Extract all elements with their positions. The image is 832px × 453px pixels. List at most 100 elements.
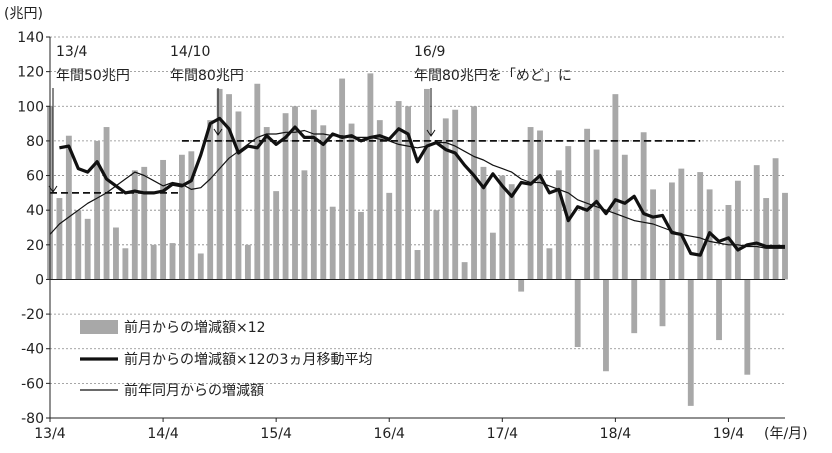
bar <box>141 166 148 280</box>
bar <box>282 113 289 280</box>
annotation-arrow-head <box>426 129 436 137</box>
bar <box>574 279 581 347</box>
bar <box>753 165 760 280</box>
bar <box>386 192 393 280</box>
y-tick-label: 40 <box>26 203 44 219</box>
legend-label: 前月からの増減額×12 <box>124 319 266 336</box>
annotation-arrow-head <box>213 128 223 136</box>
bar <box>131 170 138 280</box>
x-tick-label: 14/4 <box>147 426 179 442</box>
bar <box>734 180 741 280</box>
legend-label: 前年同月からの増減額 <box>124 382 264 399</box>
bar <box>292 106 298 280</box>
bar <box>273 191 280 280</box>
bar <box>489 232 496 280</box>
bar <box>527 127 534 280</box>
bar <box>339 78 346 280</box>
bar <box>499 175 506 280</box>
bar <box>150 244 157 280</box>
bar <box>395 101 402 280</box>
bar <box>263 127 270 280</box>
bar <box>320 125 327 280</box>
y-tick-label: 60 <box>26 169 44 185</box>
bar <box>725 204 732 280</box>
annotation-label: 年間80兆円を「めど」に <box>414 68 572 84</box>
bar <box>716 279 722 341</box>
bar <box>565 146 572 280</box>
bar <box>584 128 591 280</box>
bar <box>216 88 223 280</box>
bar <box>405 106 411 280</box>
y-tick-label: 100 <box>17 99 44 115</box>
bar <box>329 206 336 280</box>
y-tick-label: 140 <box>17 30 44 46</box>
bar <box>537 130 543 280</box>
bar <box>424 88 430 280</box>
bar <box>376 120 383 280</box>
bar <box>593 149 600 280</box>
series-line-3m-average <box>59 116 785 257</box>
bar <box>518 279 525 292</box>
y-tick-label: 0 <box>35 272 44 288</box>
x-tick-label: 13/4 <box>34 426 66 442</box>
annotations: 13/4 年間50兆円 14/10 年間80兆円 16/9 年間80兆円を「めど」に <box>48 44 572 193</box>
bar <box>244 244 251 280</box>
bar <box>310 109 317 280</box>
bar <box>782 192 788 280</box>
bar <box>508 184 515 280</box>
annotation-date: 14/10 <box>170 44 210 60</box>
bar-series <box>47 73 788 406</box>
y-tick-label: -40 <box>21 342 44 358</box>
annotation-label: 年間80兆円 <box>170 68 244 84</box>
y-tick-label: 120 <box>17 65 44 81</box>
y-axis-unit: (兆円) <box>4 6 43 22</box>
target-lines <box>50 140 701 194</box>
annotation-date: 16/9 <box>414 44 445 60</box>
bar <box>471 106 477 280</box>
bar <box>122 248 129 280</box>
bar <box>744 279 751 375</box>
annotation-arrow-head <box>48 185 58 193</box>
y-tick-label: -80 <box>21 411 44 427</box>
bar <box>207 120 214 280</box>
bar <box>301 170 308 280</box>
series-line-yoy <box>49 129 785 249</box>
x-tick-label: 17/4 <box>487 426 519 442</box>
bar <box>84 218 91 280</box>
bar <box>763 198 770 280</box>
bar <box>226 94 232 280</box>
bar <box>169 243 176 280</box>
line-series <box>49 116 785 257</box>
bar <box>433 210 440 280</box>
bar <box>254 83 261 280</box>
bar <box>414 250 421 280</box>
bar <box>94 140 101 280</box>
bar <box>367 73 374 280</box>
bar <box>442 118 449 280</box>
bar <box>650 189 656 280</box>
y-tick-label: 80 <box>26 134 44 150</box>
bar <box>480 166 487 280</box>
bar <box>678 168 685 280</box>
bar <box>631 279 638 334</box>
bar <box>65 135 72 280</box>
annotation-label: 年間50兆円 <box>56 68 130 84</box>
bar <box>612 94 619 280</box>
y-tick-label: 20 <box>26 238 44 254</box>
bar <box>546 248 553 280</box>
bar <box>640 132 647 280</box>
bar <box>103 127 110 280</box>
bar <box>197 253 204 280</box>
bar <box>235 111 242 280</box>
bar <box>555 170 562 280</box>
bar <box>659 279 666 327</box>
y-tick-label: -20 <box>21 307 44 323</box>
bar <box>603 279 609 372</box>
bar <box>697 172 704 280</box>
legend-swatch-bar <box>80 320 118 334</box>
bar <box>113 227 119 280</box>
x-tick-label: 16/4 <box>374 426 406 442</box>
